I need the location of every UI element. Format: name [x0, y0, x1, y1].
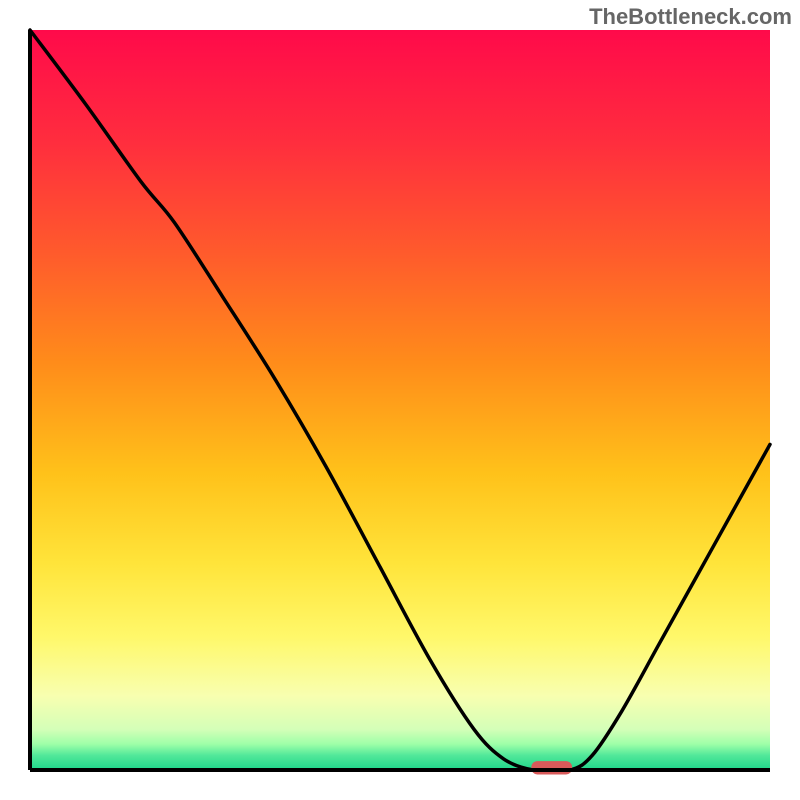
- bottleneck-chart: [0, 0, 800, 800]
- chart-container: TheBottleneck.com: [0, 0, 800, 800]
- watermark-text: TheBottleneck.com: [589, 4, 792, 30]
- gradient-background: [30, 30, 770, 770]
- optimum-marker: [531, 761, 572, 774]
